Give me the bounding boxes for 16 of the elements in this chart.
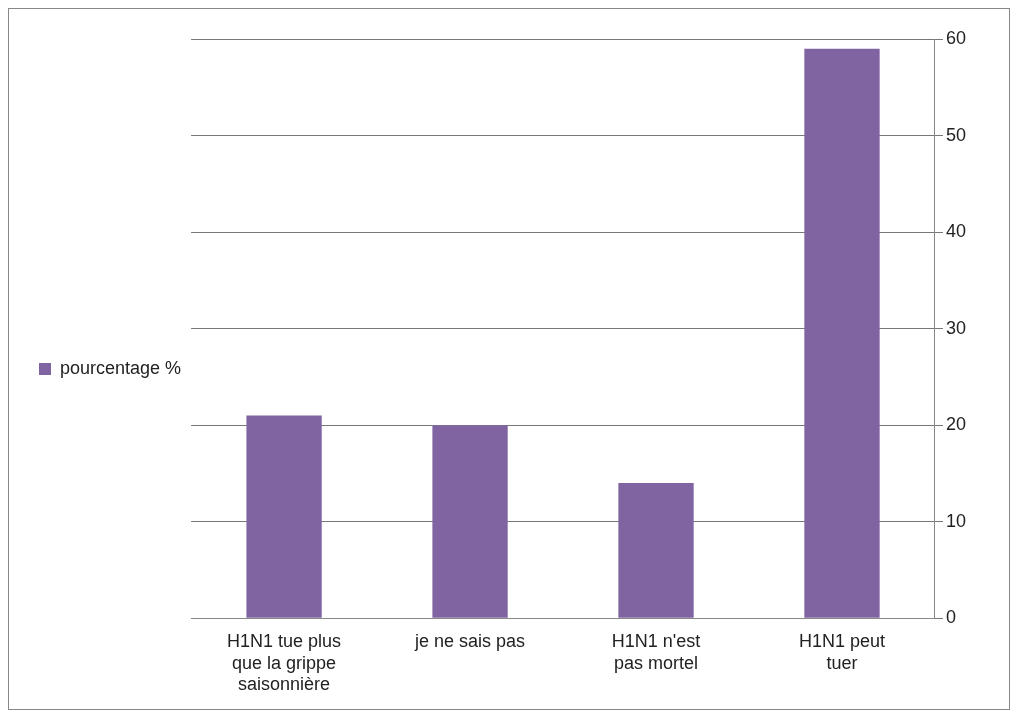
legend-label: pourcentage % [60,357,182,378]
y-tick-label: 40 [945,221,967,242]
y-tick-label: 60 [945,27,967,48]
x-tick-label: H1N1 n'est pas mortel [611,630,701,673]
y-tick-label: 0 [945,607,956,628]
bar [618,483,694,618]
y-tick-label: 30 [945,317,967,338]
x-tick-label: je ne sais pas [414,630,526,651]
x-tick-label: H1N1 peut tuer [798,630,886,673]
bar [246,415,322,618]
y-tick-label: 20 [945,414,967,435]
bar [432,425,508,618]
bar [804,48,880,618]
y-tick-label: 10 [945,510,967,531]
y-tick-label: 50 [945,124,967,145]
x-tick-label: H1N1 tue plus que la grippe saisonnière [227,630,342,695]
